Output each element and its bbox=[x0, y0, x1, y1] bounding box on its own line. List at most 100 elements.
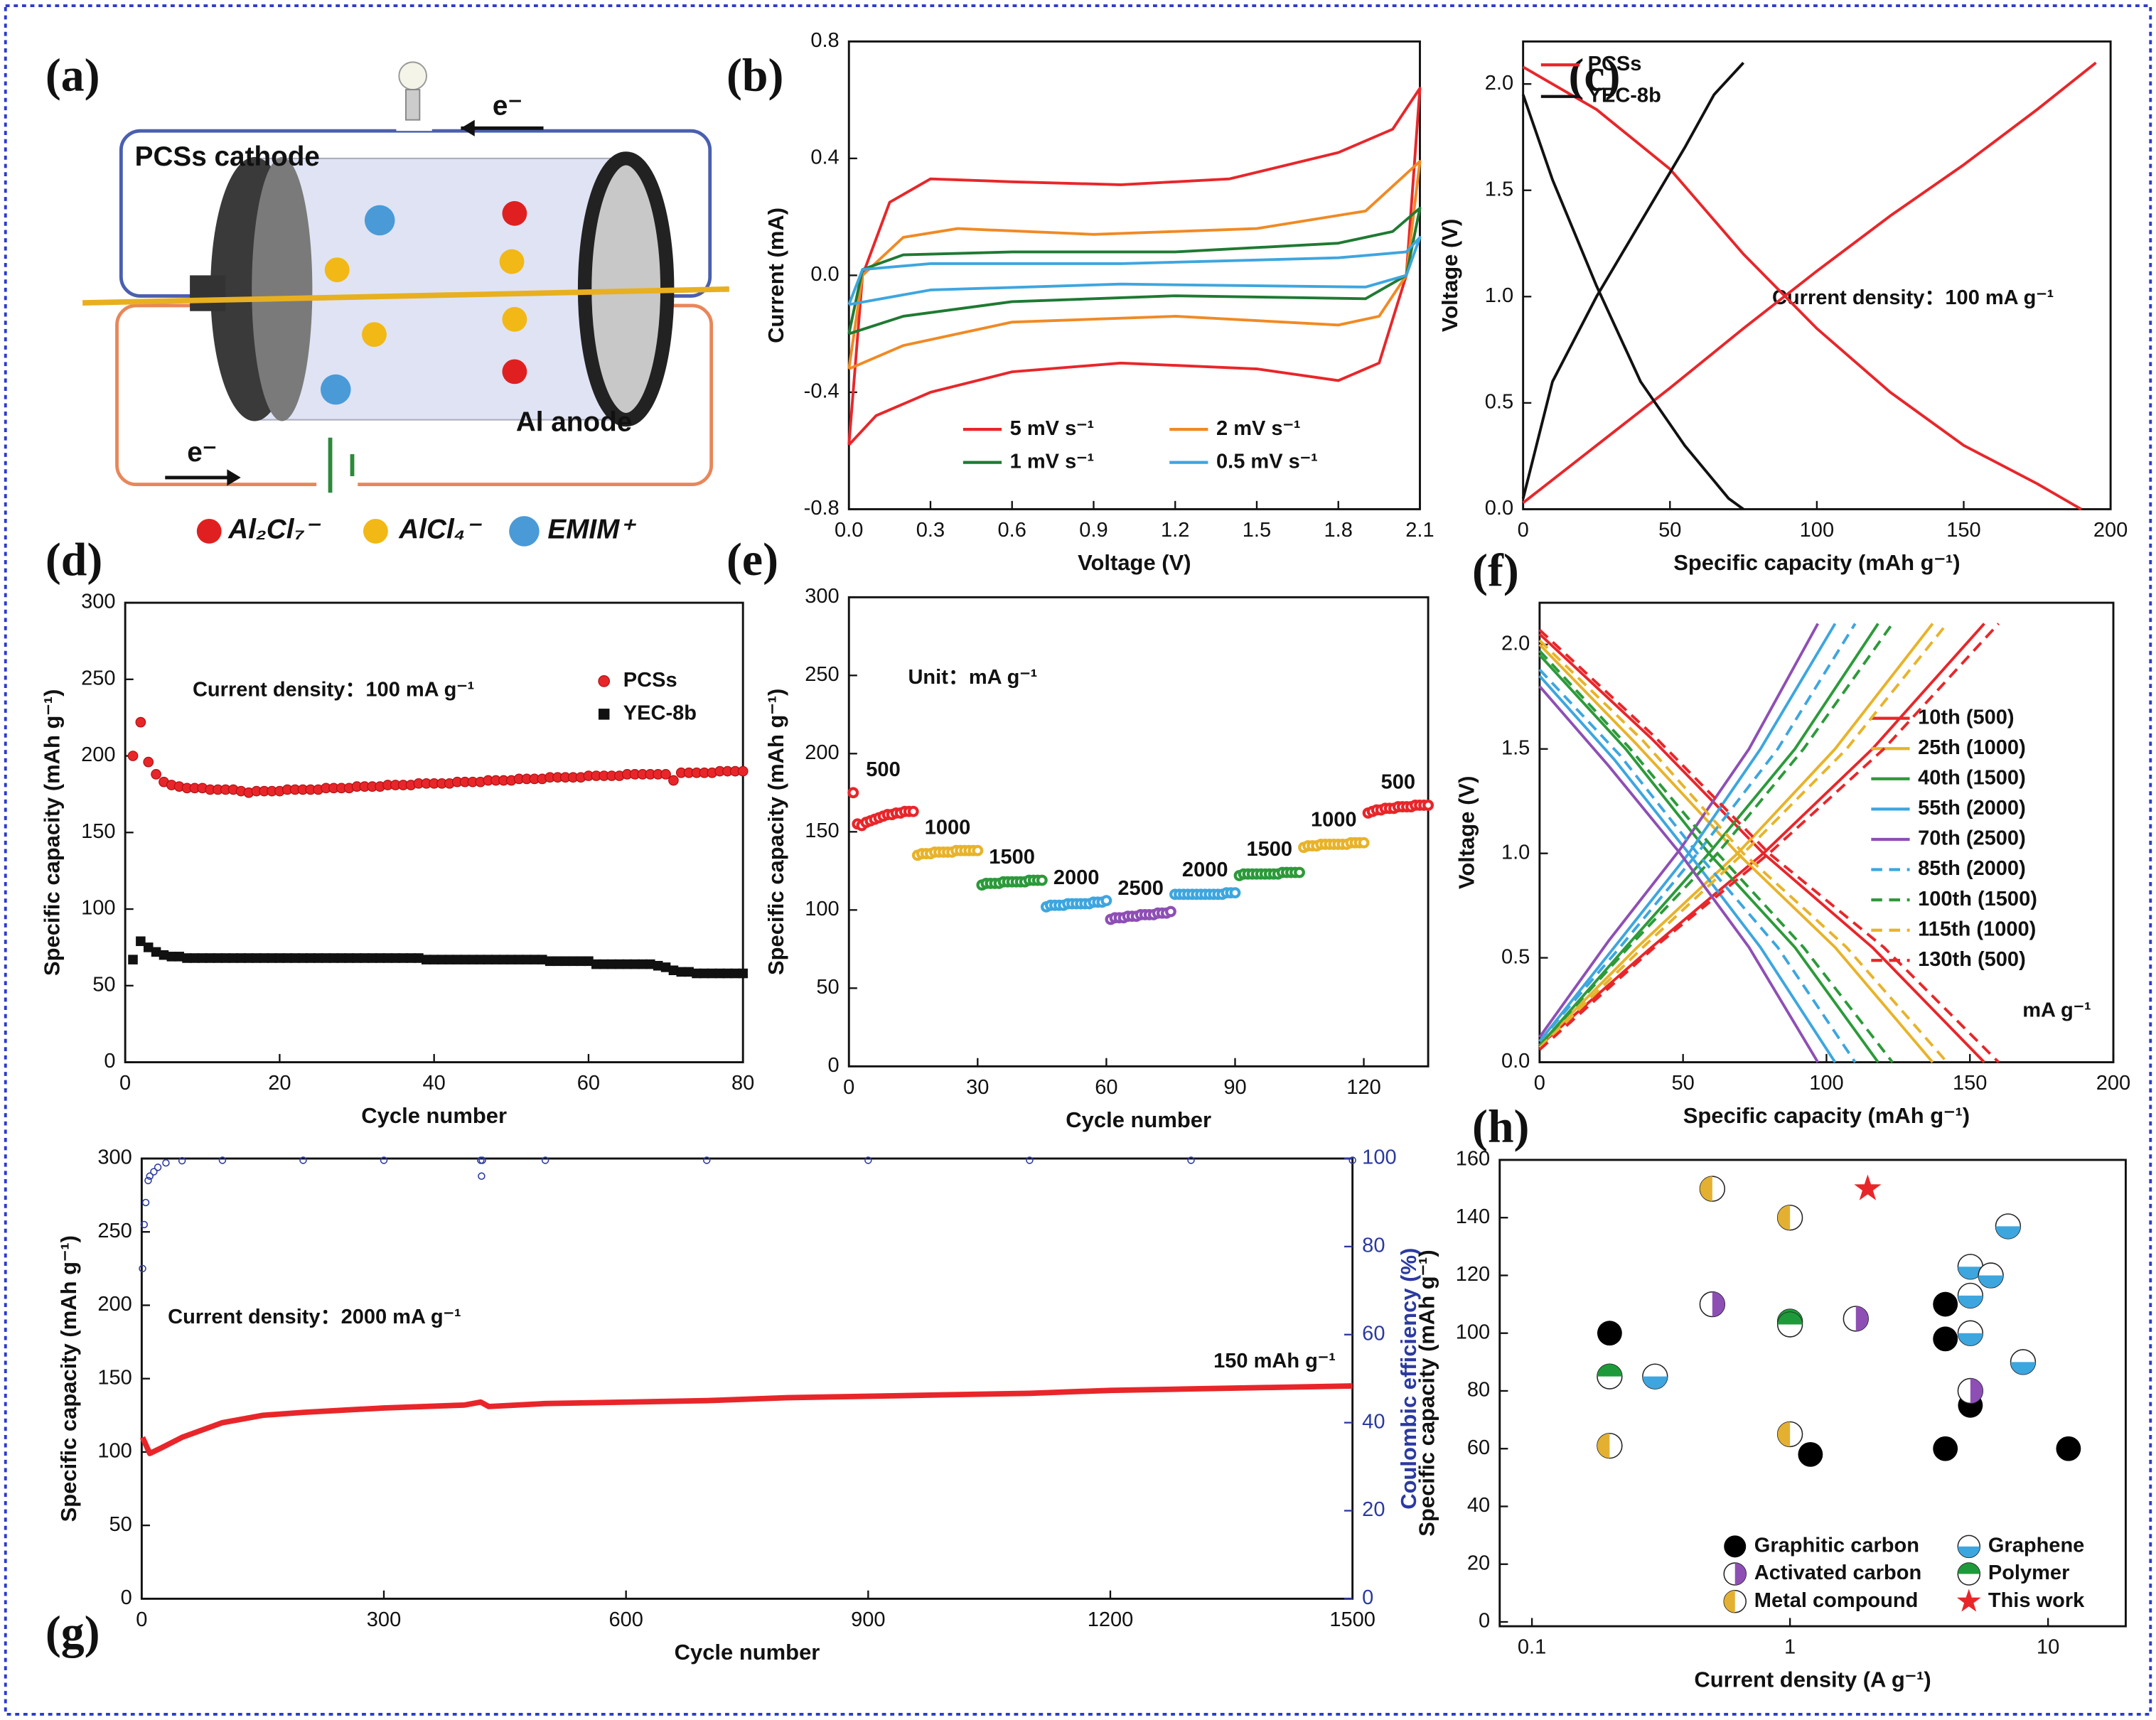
cathode-label: PCSs cathode bbox=[135, 141, 320, 172]
legend-label: EMIM⁺ bbox=[547, 515, 636, 545]
panel-label: (e) bbox=[726, 534, 778, 586]
marker bbox=[236, 953, 246, 963]
y-tick-label: 0.0 bbox=[1501, 1050, 1530, 1073]
y2-tick-label: 20 bbox=[1362, 1498, 1385, 1521]
marker bbox=[344, 953, 354, 963]
y-tick-label: 60 bbox=[1467, 1436, 1490, 1459]
segment-label: 1500 bbox=[1246, 838, 1292, 861]
y-tick-label: 40 bbox=[1467, 1494, 1490, 1517]
y-tick-label: 20 bbox=[1467, 1552, 1490, 1574]
marker-half bbox=[2010, 1362, 2036, 1375]
marker bbox=[313, 953, 323, 963]
x-tick-label: 0 bbox=[1534, 1072, 1545, 1095]
marker bbox=[375, 953, 385, 963]
marker bbox=[190, 953, 200, 963]
panel-label: (g) bbox=[45, 1607, 100, 1659]
segment-label: 1000 bbox=[1311, 808, 1357, 831]
marker bbox=[1699, 1291, 1726, 1318]
x-tick-label: 100 bbox=[1809, 1072, 1843, 1095]
y-tick-label: 0.0 bbox=[1485, 497, 1513, 520]
y-tick-label: 100 bbox=[805, 898, 839, 920]
y-axis-label: Specific capacity (mAh g⁻¹) bbox=[1414, 1249, 1439, 1536]
al2cl7-ion bbox=[502, 359, 527, 385]
marker bbox=[730, 968, 741, 979]
series-line bbox=[847, 206, 1422, 335]
marker bbox=[568, 956, 578, 967]
x-tick-label: 80 bbox=[731, 1072, 754, 1095]
marker-half bbox=[1970, 1378, 1983, 1404]
marker bbox=[692, 968, 702, 979]
plot-frame bbox=[1498, 1159, 2127, 1628]
marker bbox=[398, 953, 408, 963]
series-line bbox=[1521, 94, 1744, 511]
marker bbox=[143, 942, 154, 952]
marker bbox=[1776, 1311, 1803, 1338]
y-tick-label: 300 bbox=[81, 591, 115, 613]
series-line bbox=[1522, 65, 2082, 511]
panel-label: (b) bbox=[726, 50, 783, 102]
y-tick-label: 150 bbox=[97, 1366, 132, 1389]
marker bbox=[864, 1156, 872, 1164]
marker bbox=[506, 955, 517, 964]
marker bbox=[274, 953, 285, 963]
legend-label: Metal compound bbox=[1754, 1589, 1919, 1612]
marker bbox=[1933, 1326, 1958, 1352]
y-tick-label: 80 bbox=[1467, 1379, 1490, 1402]
marker bbox=[218, 1156, 227, 1164]
marker bbox=[141, 1198, 150, 1207]
marker-half bbox=[1777, 1312, 1803, 1325]
marker bbox=[1723, 1590, 1747, 1613]
rod bbox=[82, 286, 729, 306]
alcl4-ion bbox=[362, 322, 387, 348]
y-tick-label: 1.0 bbox=[1485, 284, 1513, 307]
marker bbox=[1798, 1441, 1823, 1467]
series-line bbox=[1538, 623, 1894, 1047]
series-line bbox=[847, 160, 1422, 370]
marker bbox=[259, 953, 269, 963]
x-tick-label: 150 bbox=[1953, 1072, 1987, 1095]
x-axis-label: Cycle number bbox=[675, 1640, 820, 1665]
marker bbox=[1422, 799, 1434, 811]
x-tick-label: 0.3 bbox=[916, 519, 945, 542]
y-tick-label: 50 bbox=[816, 976, 839, 999]
x-axis-label: Specific capacity (mAh g⁻¹) bbox=[1683, 1103, 1970, 1128]
segment-label: 1500 bbox=[989, 846, 1035, 869]
x-tick-label: 300 bbox=[367, 1608, 401, 1631]
annotation: Current density：2000 mA g⁻¹ bbox=[168, 1306, 461, 1328]
legend-label: Activated carbon bbox=[1754, 1562, 1921, 1584]
y-tick-label: 2.0 bbox=[1485, 72, 1513, 95]
y-tick-label: 50 bbox=[109, 1513, 132, 1536]
y-axis-label: Voltage (V) bbox=[1454, 776, 1479, 889]
x-tick-label: 0.1 bbox=[1518, 1636, 1546, 1659]
marker bbox=[1723, 1562, 1747, 1586]
legend-label: 70th (2500) bbox=[1918, 827, 2026, 850]
y-tick-label: 0.4 bbox=[810, 146, 839, 169]
marker bbox=[290, 953, 300, 963]
marker bbox=[722, 968, 733, 979]
marker bbox=[1026, 1156, 1034, 1164]
marker bbox=[972, 844, 984, 856]
series-line bbox=[847, 87, 1422, 446]
series-line bbox=[1521, 61, 1745, 499]
annotation: Current density：100 mA g⁻¹ bbox=[1772, 286, 2054, 309]
marker bbox=[406, 953, 416, 963]
marker bbox=[252, 953, 262, 963]
marker bbox=[1933, 1436, 1958, 1461]
marker bbox=[1642, 1363, 1668, 1390]
x-axis-label: Specific capacity (mAh g⁻¹) bbox=[1673, 550, 1960, 575]
series-line bbox=[1522, 61, 2097, 504]
legend-label: 40th (1500) bbox=[1918, 766, 2026, 789]
border bbox=[4, 4, 2152, 1716]
legend-label: 115th (1000) bbox=[1918, 918, 2036, 940]
marker bbox=[382, 953, 393, 963]
series-line bbox=[139, 1383, 1353, 1456]
legend-label: 0.5 mV s⁻¹ bbox=[1216, 450, 1318, 473]
marker bbox=[1724, 1535, 1747, 1558]
x-axis-label: Voltage (V) bbox=[1078, 550, 1191, 575]
marker bbox=[1776, 1421, 1803, 1448]
y-tick-label: 0 bbox=[104, 1050, 115, 1073]
x-tick-label: 120 bbox=[1346, 1076, 1380, 1099]
bulb-base bbox=[405, 89, 421, 121]
marker bbox=[205, 953, 215, 963]
x-tick-label: 0.0 bbox=[835, 519, 863, 542]
